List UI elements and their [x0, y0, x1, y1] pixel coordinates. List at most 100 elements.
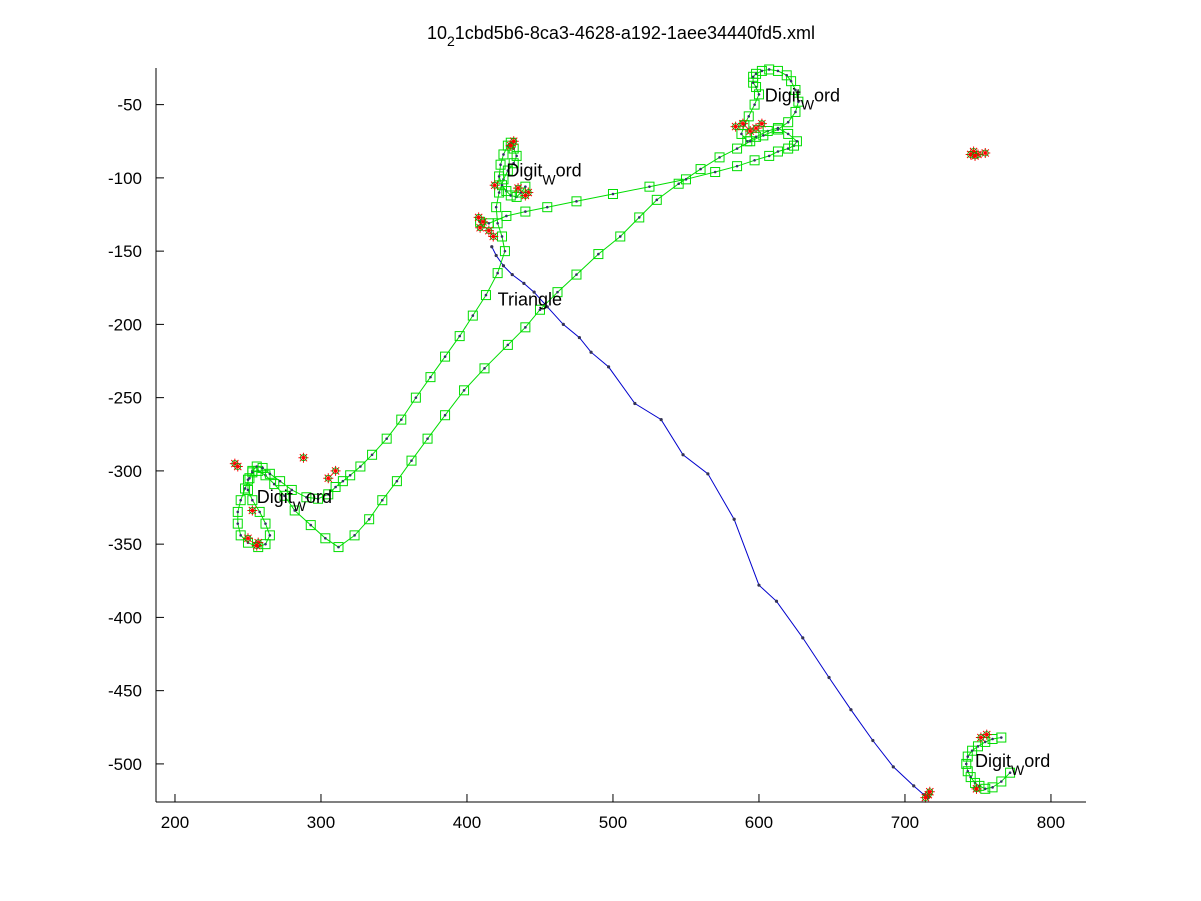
data-point-star: [489, 180, 500, 191]
data-point-star: [508, 136, 519, 147]
data-point-square: [279, 490, 290, 501]
data-point-dot: [827, 675, 831, 680]
data-point-dot: [776, 128, 780, 131]
data-point-dot: [501, 264, 506, 268]
series-2: [961, 732, 1016, 794]
data-point-dot: [795, 139, 799, 143]
data-point-square: [996, 776, 1007, 787]
data-point-square: [756, 65, 767, 76]
series-line: [491, 246, 929, 799]
data-point-square: [961, 758, 972, 769]
data-point-dot: [264, 542, 267, 546]
data-point-dot: [849, 708, 853, 712]
data-point-dot: [575, 273, 578, 276]
data-point-square: [571, 196, 582, 207]
data-point-dot: [556, 290, 559, 294]
data-point-dot: [751, 75, 755, 79]
data-point-dot: [367, 517, 371, 521]
data-point-ring: [981, 149, 989, 157]
y-tick-label: -250: [108, 389, 142, 408]
data-point-dot: [754, 72, 758, 76]
data-point-dot: [359, 465, 362, 468]
data-point-dot: [735, 147, 739, 150]
data-point-square: [286, 484, 297, 495]
data-point-dot: [283, 494, 286, 498]
axes: 200 300 400 500 600 700 800 -50 -100 -150 -200 -250…: [108, 68, 1086, 832]
data-point-dot: [983, 740, 987, 744]
y-tick-label: -100: [108, 169, 142, 188]
data-point-star: [975, 732, 986, 743]
data-point-square: [783, 128, 794, 139]
data-point-dot: [268, 472, 272, 476]
data-point-dot: [545, 305, 549, 309]
data-point-ring: [248, 507, 256, 514]
chart-title: 1021cbd5b6-8ca3-4628-a192-1aee34440fd5.x…: [427, 23, 815, 49]
data-point-square: [793, 96, 804, 107]
data-point-star: [981, 729, 992, 740]
y-tick-label: -450: [108, 682, 142, 701]
data-point-square: [440, 410, 451, 421]
data-point-square: [422, 433, 433, 444]
data-point-dot: [499, 163, 502, 166]
data-point-square: [440, 351, 451, 362]
data-point-dot: [735, 164, 739, 168]
data-point-dot: [797, 100, 800, 103]
data-point-dot: [484, 293, 488, 297]
data-point-square: [396, 414, 407, 425]
data-point-square: [498, 149, 509, 160]
data-point-dot: [399, 418, 403, 421]
data-point-dot: [334, 485, 337, 489]
series-0: [490, 245, 930, 800]
data-point-dot: [618, 235, 622, 238]
data-point-dot: [341, 479, 345, 483]
data-point-square: [355, 461, 366, 472]
data-point-dot: [236, 522, 240, 525]
data-point-dot: [505, 214, 508, 218]
data-point-square: [494, 187, 505, 198]
data-point-dot: [545, 205, 549, 209]
data-point-square: [240, 483, 251, 494]
data-point-ring: [752, 124, 760, 132]
data-point-star: [513, 183, 524, 194]
data-point-dot: [497, 191, 501, 194]
data-point-dot: [324, 536, 327, 540]
y-tick-label: -200: [108, 315, 142, 334]
y-tick-label: -300: [108, 462, 142, 481]
data-point-dot: [740, 132, 743, 136]
data-point-dot: [506, 343, 510, 347]
data-point-square: [962, 751, 973, 762]
data-point-square: [749, 155, 760, 166]
data-point-dot: [751, 81, 755, 84]
data-point-dot: [258, 510, 261, 514]
data-point-square: [495, 159, 506, 170]
data-point-square: [502, 339, 513, 350]
data-point-dot: [483, 367, 486, 370]
data-point-dot: [502, 153, 505, 156]
data-point-dot: [462, 389, 466, 392]
data-point-square: [505, 190, 516, 201]
data-point-square: [673, 178, 684, 189]
data-point-star: [751, 123, 762, 134]
series-3: [229, 118, 992, 803]
data-point-star: [475, 222, 486, 233]
data-point-square: [962, 766, 973, 777]
data-point-dot: [443, 355, 447, 358]
data-point-dot: [648, 185, 651, 188]
data-point-square: [571, 269, 582, 280]
data-point-square: [480, 290, 491, 301]
annotation-label: DigitWord: [506, 160, 581, 187]
data-point-dot: [512, 161, 515, 165]
data-point-square: [772, 146, 783, 157]
data-point-ring: [732, 123, 740, 131]
data-point-dot: [496, 271, 499, 275]
data-point-dot: [785, 74, 789, 77]
data-point-square: [364, 514, 375, 525]
data-point-dot: [757, 93, 761, 96]
data-point-square: [751, 68, 762, 79]
data-point-dot: [776, 150, 780, 153]
data-point-star: [520, 190, 531, 201]
data-point-dot: [243, 487, 247, 490]
data-point-star: [965, 149, 976, 160]
y-tick-label: -350: [108, 535, 142, 554]
x-tick-label: 200: [161, 813, 189, 832]
